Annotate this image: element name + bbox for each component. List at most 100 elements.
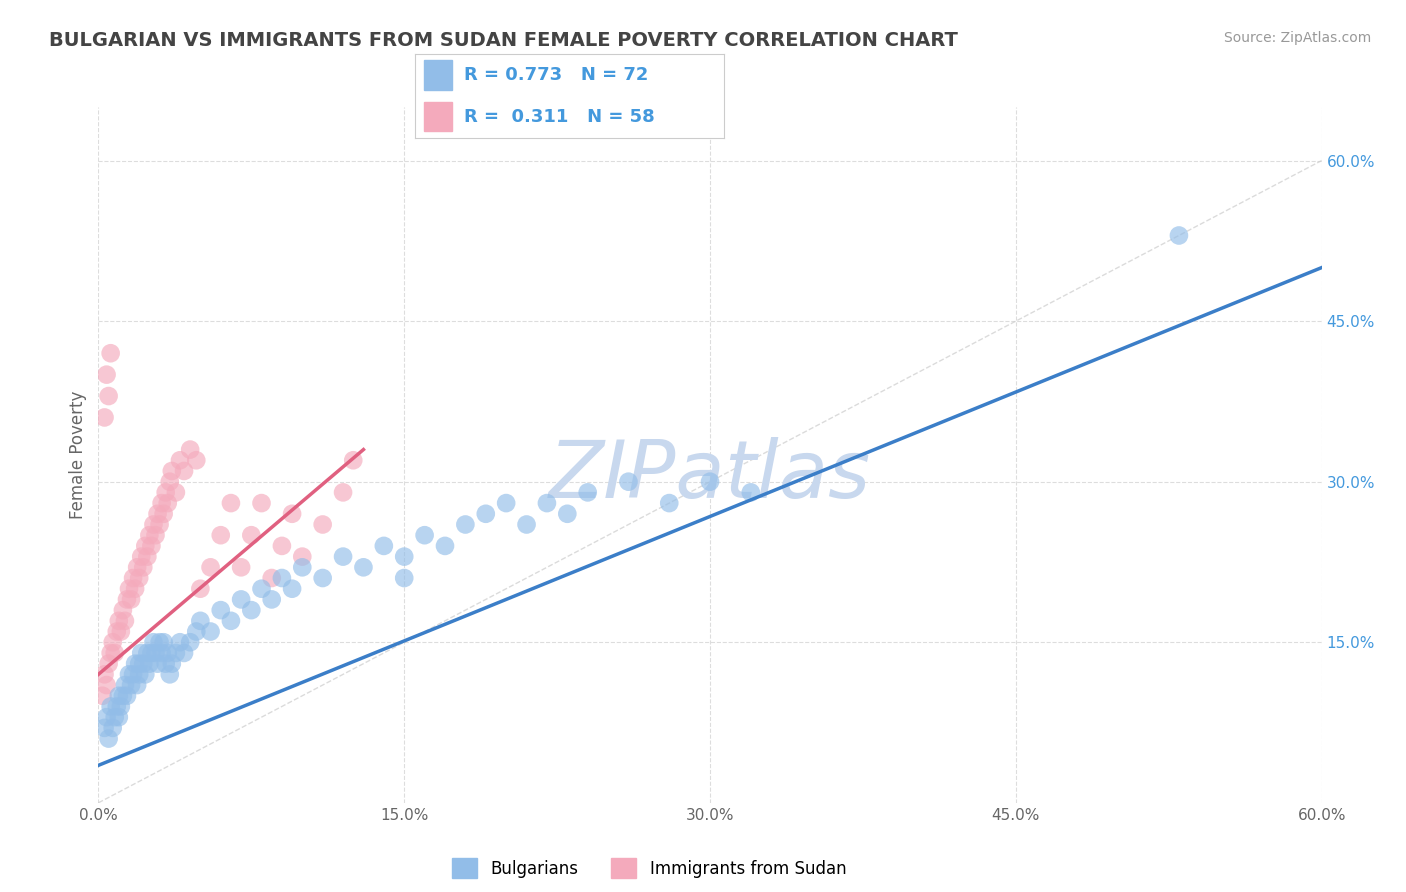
Point xyxy=(413,528,436,542)
Point xyxy=(96,678,118,692)
Point xyxy=(108,689,131,703)
Point xyxy=(124,657,146,671)
Point xyxy=(155,657,177,671)
Point xyxy=(740,485,762,500)
Point xyxy=(186,453,208,467)
Point xyxy=(169,635,191,649)
Legend: Bulgarians, Immigrants from Sudan: Bulgarians, Immigrants from Sudan xyxy=(444,851,853,885)
Point xyxy=(312,517,335,532)
Point xyxy=(114,614,136,628)
Text: R =  0.311   N = 58: R = 0.311 N = 58 xyxy=(464,108,655,126)
Point xyxy=(332,485,354,500)
Point xyxy=(160,657,183,671)
Point xyxy=(105,699,128,714)
Point xyxy=(118,667,141,681)
Point xyxy=(495,496,517,510)
Point xyxy=(231,560,253,574)
Point xyxy=(142,517,165,532)
Point xyxy=(165,646,187,660)
Point xyxy=(392,549,416,564)
Point xyxy=(111,603,134,617)
Point xyxy=(270,539,294,553)
Point xyxy=(352,560,374,574)
Point xyxy=(132,657,155,671)
Point xyxy=(200,624,222,639)
Point xyxy=(209,603,232,617)
Point xyxy=(169,453,191,467)
Point xyxy=(159,667,181,681)
Point xyxy=(557,507,579,521)
Point xyxy=(127,560,149,574)
Point xyxy=(134,539,156,553)
Point xyxy=(179,442,201,457)
Point xyxy=(142,635,165,649)
Bar xyxy=(425,102,451,131)
Point xyxy=(97,731,120,746)
Point xyxy=(188,582,212,596)
Point xyxy=(658,496,681,510)
Point xyxy=(136,549,159,564)
Point xyxy=(260,571,283,585)
Point xyxy=(342,453,364,467)
Point xyxy=(146,657,169,671)
Point xyxy=(159,475,181,489)
Point xyxy=(122,667,145,681)
Point xyxy=(536,496,558,510)
Point xyxy=(332,549,354,564)
Point xyxy=(576,485,599,500)
Point xyxy=(138,528,160,542)
Point xyxy=(373,539,395,553)
Point xyxy=(97,657,120,671)
Point xyxy=(101,721,124,735)
Point xyxy=(186,624,208,639)
Point xyxy=(100,646,122,660)
Point xyxy=(173,646,195,660)
Point xyxy=(138,657,160,671)
Point xyxy=(173,464,195,478)
Point xyxy=(281,582,304,596)
Point xyxy=(132,560,155,574)
Point xyxy=(434,539,457,553)
Point xyxy=(474,507,498,521)
Point xyxy=(149,635,172,649)
Point xyxy=(392,571,416,585)
Point xyxy=(179,635,201,649)
Point xyxy=(1167,228,1189,243)
Text: R = 0.773   N = 72: R = 0.773 N = 72 xyxy=(464,66,648,84)
Point xyxy=(141,539,163,553)
Point xyxy=(108,614,131,628)
Point xyxy=(150,646,173,660)
Point xyxy=(114,678,136,692)
Point xyxy=(96,710,118,724)
Point xyxy=(96,368,118,382)
Point xyxy=(129,549,152,564)
Point xyxy=(134,667,156,681)
Point xyxy=(100,346,122,360)
Point xyxy=(312,571,335,585)
Point xyxy=(120,678,142,692)
Point xyxy=(188,614,212,628)
Point xyxy=(231,592,253,607)
Point xyxy=(93,667,115,681)
Point xyxy=(270,571,294,585)
Point xyxy=(155,485,177,500)
Point xyxy=(104,646,127,660)
Point xyxy=(165,485,187,500)
Bar xyxy=(425,61,451,90)
Point xyxy=(699,475,721,489)
Point xyxy=(91,689,114,703)
Point xyxy=(260,592,283,607)
Point xyxy=(100,699,122,714)
Point xyxy=(291,560,314,574)
Point xyxy=(118,582,141,596)
Point xyxy=(150,496,173,510)
Point xyxy=(105,624,128,639)
Point xyxy=(145,646,167,660)
Point xyxy=(240,528,263,542)
Point xyxy=(110,699,132,714)
Point xyxy=(291,549,314,564)
Point xyxy=(104,710,127,724)
Text: BULGARIAN VS IMMIGRANTS FROM SUDAN FEMALE POVERTY CORRELATION CHART: BULGARIAN VS IMMIGRANTS FROM SUDAN FEMAL… xyxy=(49,31,957,50)
Point xyxy=(128,657,150,671)
Point xyxy=(454,517,477,532)
